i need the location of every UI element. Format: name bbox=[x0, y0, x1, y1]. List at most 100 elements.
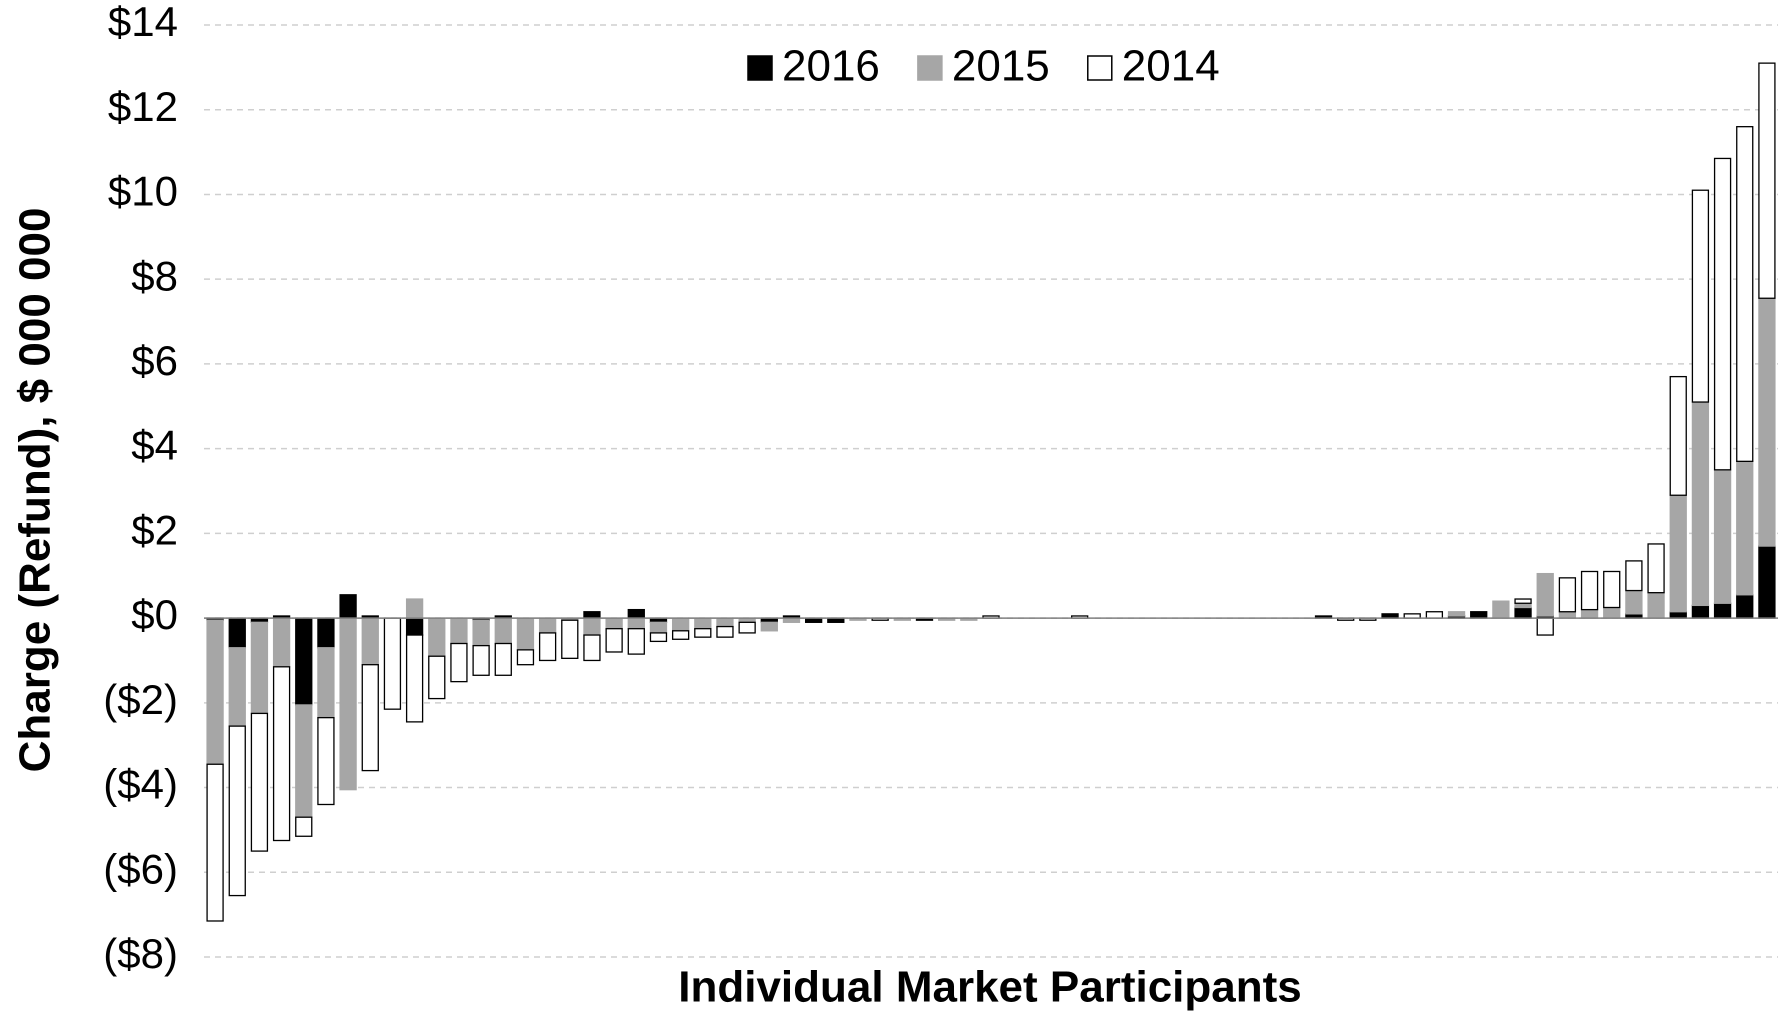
bar-segment bbox=[250, 621, 269, 715]
y-tick-label: ($6) bbox=[103, 845, 178, 892]
bar-segment bbox=[272, 666, 291, 842]
bar-segment bbox=[428, 655, 446, 700]
y-tick-label: $6 bbox=[131, 337, 178, 384]
y-tick-label: $2 bbox=[131, 506, 178, 553]
bar-segment bbox=[516, 649, 535, 666]
bar-segment bbox=[605, 628, 623, 653]
bar-segment bbox=[405, 634, 424, 723]
bar-segment bbox=[1558, 611, 1577, 619]
bar-segment bbox=[361, 664, 379, 772]
legend-swatch bbox=[747, 55, 773, 81]
y-tick-label: $14 bbox=[108, 0, 178, 45]
bar-segment bbox=[206, 619, 224, 765]
bar-segment bbox=[671, 617, 690, 632]
bar-segment bbox=[671, 630, 690, 640]
bar-segment bbox=[694, 628, 712, 638]
bar-segment bbox=[1647, 592, 1665, 619]
bar-segment bbox=[317, 716, 335, 806]
bar-segment bbox=[1603, 606, 1621, 619]
bar-segment bbox=[295, 617, 313, 706]
bar-segment bbox=[583, 617, 601, 636]
bar-segment bbox=[339, 617, 357, 791]
legend-label: 2015 bbox=[952, 42, 1050, 91]
bar-segment bbox=[1669, 611, 1687, 619]
bar-segment bbox=[649, 621, 668, 634]
bar-segment bbox=[605, 617, 623, 630]
bar-segment bbox=[1691, 189, 1710, 403]
bar-segment bbox=[1691, 401, 1710, 607]
bar-segment bbox=[494, 642, 512, 676]
bar-segment bbox=[472, 619, 490, 647]
bar-segment bbox=[228, 617, 246, 649]
bar-segment bbox=[472, 644, 490, 676]
bar-segment bbox=[716, 625, 734, 638]
y-axis-title: Charge (Refund), $ 000 000 bbox=[11, 208, 60, 773]
y-tick-label: $0 bbox=[131, 591, 178, 638]
bar-segment bbox=[206, 763, 224, 922]
bar-segment bbox=[1647, 543, 1665, 594]
bar-segment bbox=[250, 712, 269, 852]
bar-segment bbox=[317, 647, 335, 719]
bar-segment bbox=[627, 617, 645, 630]
bar-segment bbox=[1447, 611, 1466, 617]
bar-segment bbox=[1425, 611, 1444, 619]
bar-segment bbox=[627, 608, 645, 619]
bar-segment bbox=[450, 617, 468, 645]
bar-segment bbox=[516, 617, 535, 651]
bar-segment bbox=[538, 632, 557, 662]
bar-segment bbox=[317, 617, 335, 649]
y-tick-label: ($8) bbox=[103, 930, 178, 977]
bar-segment bbox=[561, 619, 579, 659]
y-tick-label: ($4) bbox=[103, 761, 178, 808]
bar-segment bbox=[1625, 589, 1643, 615]
bar-segment bbox=[295, 816, 313, 837]
bar-segment bbox=[295, 704, 313, 818]
x-axis-title: Individual Market Participants bbox=[678, 963, 1302, 1012]
bar-segment bbox=[405, 617, 424, 636]
bar-segment bbox=[1669, 375, 1687, 496]
y-tick-label: $12 bbox=[108, 83, 178, 130]
bar-segment bbox=[494, 617, 512, 645]
bar-segment bbox=[428, 617, 446, 657]
bar-segment bbox=[1492, 600, 1510, 619]
bar-segment bbox=[738, 621, 756, 634]
y-tick-label: ($2) bbox=[103, 676, 178, 723]
bar-segment bbox=[228, 725, 246, 897]
bar-segment bbox=[339, 594, 357, 619]
bar-segment bbox=[228, 647, 246, 727]
bar-segment bbox=[1669, 494, 1687, 613]
bar-segment bbox=[1713, 157, 1732, 471]
bar-segment bbox=[583, 634, 601, 662]
bar-segment bbox=[1736, 126, 1754, 462]
bar-segment bbox=[583, 611, 601, 619]
bar-segment bbox=[450, 642, 468, 683]
legend-label: 2016 bbox=[782, 42, 880, 91]
bar-segment bbox=[1514, 606, 1532, 619]
bar-segment bbox=[1580, 570, 1599, 611]
bar-segment bbox=[1736, 594, 1754, 619]
y-tick-label: $10 bbox=[108, 168, 178, 215]
bar-segment bbox=[1758, 62, 1776, 299]
bar-segment bbox=[1758, 297, 1776, 547]
bar-segment bbox=[1713, 602, 1732, 619]
bar-segment bbox=[1758, 545, 1776, 619]
legend-label: 2014 bbox=[1122, 42, 1220, 91]
bar-segment bbox=[1580, 608, 1599, 619]
bar-segment bbox=[383, 617, 402, 710]
bar-segment bbox=[1736, 460, 1754, 596]
bar-segment bbox=[405, 598, 424, 619]
y-tick-label: $4 bbox=[131, 422, 178, 469]
bar-segment bbox=[760, 621, 778, 632]
bar-segment bbox=[649, 632, 668, 643]
legend-swatch bbox=[1087, 55, 1113, 81]
bar-segment bbox=[627, 628, 645, 655]
legend-swatch bbox=[917, 55, 943, 81]
bar-segment bbox=[694, 617, 712, 630]
bar-segment bbox=[1558, 577, 1577, 613]
bar-segment bbox=[538, 617, 557, 634]
bar-segment bbox=[361, 617, 379, 666]
bar-segment bbox=[716, 617, 734, 628]
bar-segment bbox=[1603, 570, 1621, 609]
bar-segment bbox=[1536, 572, 1554, 617]
